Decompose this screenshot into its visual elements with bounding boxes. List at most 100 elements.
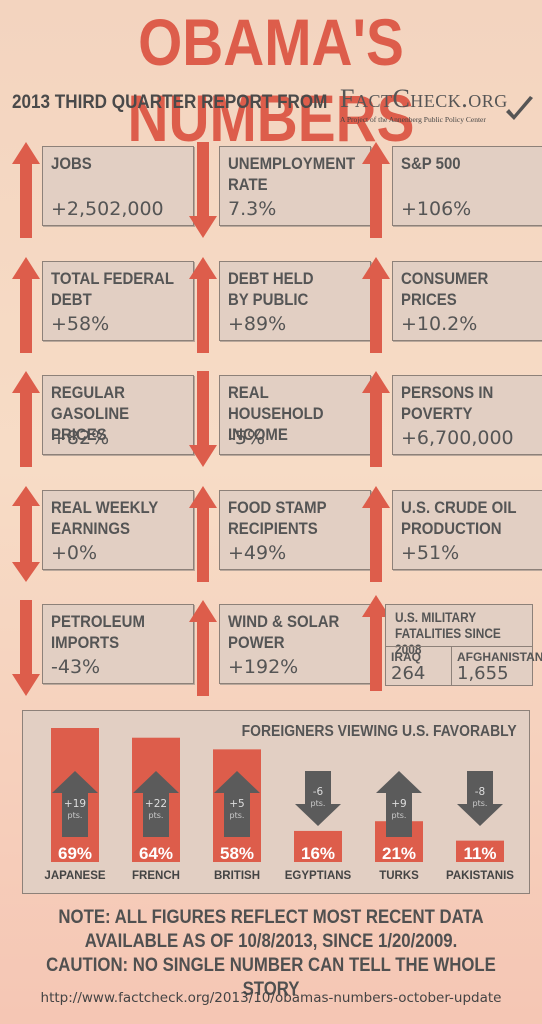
- stat-card: REAL WEEKLY EARNINGS +0%: [42, 490, 194, 570]
- stat-card: REGULAR GASOLINE PRICES +82%: [42, 375, 194, 455]
- favorability-chart: +19pts.69%JAPANESE+22pts.64%FRENCH+5pts.…: [44, 728, 514, 882]
- category-label: TURKS: [379, 870, 419, 882]
- logo-tagline: A Project of the Annenberg Public Policy…: [340, 115, 486, 124]
- stat-label: FOOD STAMP RECIPIENTS: [228, 498, 327, 538]
- bar: [456, 840, 504, 862]
- stat-label: WIND & SOLAR POWER: [228, 612, 340, 652]
- stat-label: JOBS: [51, 154, 92, 173]
- pts-label: pts.: [68, 811, 83, 820]
- stat-value: +58%: [51, 313, 110, 335]
- change-label: +9: [391, 798, 406, 810]
- stat-card: FOOD STAMP RECIPIENTS +49%: [219, 490, 371, 570]
- pts-label: pts.: [473, 799, 488, 808]
- page-title: OBAMA'S NUMBERS: [127, 5, 415, 155]
- stat-card: PETROLEUM IMPORTS -43%: [42, 604, 194, 684]
- category-label: JAPANESE: [44, 870, 105, 882]
- up-arrow-icon: [189, 257, 217, 353]
- change-label: +19: [64, 798, 86, 810]
- category-label: EGYPTIANS: [285, 870, 352, 882]
- stat-value: +6,700,000: [401, 427, 514, 449]
- value-label: 58%: [220, 844, 254, 863]
- up-arrow-icon: [362, 595, 390, 691]
- iraq-label: IRAQ: [391, 650, 421, 664]
- stat-label: REGULAR GASOLINE PRICES: [51, 383, 130, 444]
- stat-card: CONSUMER PRICES +10.2%: [392, 261, 542, 341]
- stat-card: JOBS +2,502,000: [42, 146, 194, 226]
- stat-label: DEBT HELD BY PUBLIC: [228, 269, 314, 309]
- stat-card: REAL HOUSEHOLD INCOME -5%: [219, 375, 371, 455]
- stat-value: +89%: [228, 313, 287, 335]
- up-arrow-icon: [52, 771, 98, 837]
- stat-label: REAL WEEKLY EARNINGS: [51, 498, 159, 538]
- iraq-value: 264: [391, 663, 426, 684]
- stat-value: +51%: [401, 542, 460, 564]
- military-fatalities-box: U.S. MILITARY FATALITIES SINCE 2008 IRAQ…: [385, 604, 542, 686]
- stat-label: PERSONS IN POVERTY: [401, 383, 494, 423]
- source-url[interactable]: http://www.factcheck.org/2013/10/obamas-…: [40, 990, 502, 1006]
- change-label: -6: [313, 786, 324, 798]
- checkmark-icon: [506, 96, 533, 120]
- favorability-panel: FOREIGNERS VIEWING U.S. FAVORABLY +19 pts…: [22, 710, 530, 894]
- stat-card: TOTAL FEDERAL DEBT +58%: [42, 261, 194, 341]
- stat-card: PERSONS IN POVERTY +6,700,000: [392, 375, 542, 455]
- up-arrow-icon: [362, 486, 390, 582]
- value-label: 21%: [382, 844, 416, 863]
- stat-label: TOTAL FEDERAL DEBT: [51, 269, 175, 309]
- up-arrow-icon: [12, 371, 40, 467]
- stat-value: 7.3%: [228, 198, 277, 220]
- stat-card: WIND & SOLAR POWER +192%: [219, 604, 371, 684]
- up-arrow-icon: [133, 771, 179, 837]
- up-arrow-icon: [12, 142, 40, 238]
- afghanistan-label: AFGHANISTAN: [457, 650, 542, 664]
- footnote: NOTE: ALL FIGURES REFLECT MOST RECENT DA…: [38, 905, 504, 1001]
- change-label: +22: [145, 798, 167, 810]
- factcheck-logo[interactable]: FactCheck.org A Project of the Annenberg…: [340, 84, 535, 130]
- up-arrow-icon: [189, 600, 217, 696]
- down-arrow-icon: [457, 771, 503, 826]
- stat-card: S&P 500 +106%: [392, 146, 542, 226]
- stat-card: UNEMPLOYMENT RATE 7.3%: [219, 146, 371, 226]
- stat-value: +82%: [51, 427, 110, 449]
- up-down-arrow-icon: [12, 486, 40, 582]
- up-arrow-icon: [189, 486, 217, 582]
- down-arrow-icon: [189, 142, 217, 238]
- note-line-2: AVAILABLE AS OF 10/8/2013, SINCE 1/20/20…: [84, 930, 458, 952]
- down-arrow-icon: [12, 600, 40, 696]
- report-subtitle: 2013 THIRD QUARTER REPORT FROM: [12, 92, 328, 113]
- stat-label: S&P 500: [401, 154, 461, 173]
- up-arrow-icon: [362, 371, 390, 467]
- favorability-title: FOREIGNERS VIEWING U.S. FAVORABLY: [241, 723, 517, 740]
- change-label: +5: [229, 798, 244, 810]
- note-line-1: NOTE: ALL FIGURES REFLECT MOST RECENT DA…: [58, 906, 484, 928]
- up-arrow-icon: [214, 771, 260, 837]
- value-label: 69%: [58, 844, 92, 863]
- up-arrow-icon: [12, 257, 40, 353]
- stat-card: U.S. CRUDE OIL PRODUCTION +51%: [392, 490, 542, 570]
- value-label: 11%: [463, 844, 496, 863]
- change-label: -8: [475, 786, 485, 798]
- pts-label: pts.: [149, 811, 164, 820]
- bar: [294, 830, 342, 862]
- stat-label: REAL HOUSEHOLD INCOME: [228, 383, 324, 444]
- up-arrow-icon: [362, 142, 390, 238]
- down-arrow-icon: [295, 771, 341, 826]
- category-label: PAKISTANIS: [446, 870, 514, 882]
- afghanistan-value: 1,655: [457, 663, 509, 684]
- iraq-cell: IRAQ 264: [386, 646, 452, 686]
- afghanistan-cell: AFGHANISTAN 1,655: [452, 646, 542, 686]
- up-arrow-icon: [376, 771, 422, 837]
- stat-value: -5%: [228, 427, 265, 449]
- stat-label: UNEMPLOYMENT RATE: [228, 154, 356, 194]
- stat-value: -43%: [51, 656, 101, 678]
- stat-value: +2,502,000: [51, 198, 164, 220]
- stat-value: +49%: [228, 542, 287, 564]
- pts-label: pts.: [311, 799, 326, 808]
- stat-label: PETROLEUM IMPORTS: [51, 612, 145, 652]
- pts-label: pts.: [230, 811, 245, 820]
- down-arrow-icon: [189, 371, 217, 467]
- note-line-3: CAUTION: NO SINGLE NUMBER CAN TELL THE W…: [46, 954, 496, 1000]
- value-label: 64%: [139, 844, 173, 863]
- pts-label: pts.: [392, 811, 407, 820]
- stat-value: +10.2%: [401, 313, 478, 335]
- up-arrow-icon: [362, 257, 390, 353]
